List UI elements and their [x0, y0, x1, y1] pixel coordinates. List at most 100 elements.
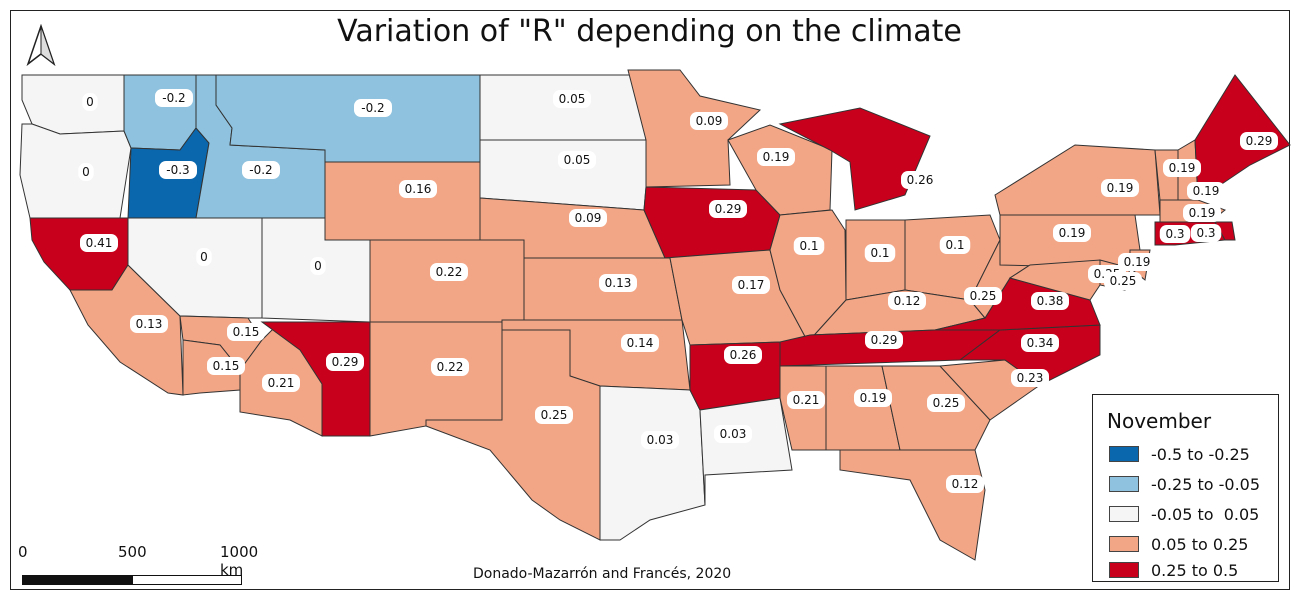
value-label-halo	[326, 353, 364, 371]
value-label-halo	[621, 334, 659, 352]
state-region-tx-w	[425, 329, 601, 541]
value-label-halo	[1240, 132, 1278, 150]
value-label-halo	[1159, 225, 1191, 243]
value-label-halo	[262, 374, 300, 392]
value-label-az-w: 0.15	[233, 325, 260, 339]
value-label-halo	[939, 236, 971, 254]
value-label-halo	[535, 406, 573, 424]
value-label-ks: 0.13	[605, 276, 632, 290]
value-label-ct: 0.3	[1165, 227, 1184, 241]
scale-segment-white	[132, 575, 242, 585]
value-labels-layer: 0 0 0.41 0.13 -0.2 -0.3 -0.2 -0.2 0 0 0.15 0.15 0.21…	[78, 89, 1278, 493]
value-label-halo	[757, 148, 795, 166]
value-label-me: 0.29	[1246, 134, 1273, 148]
value-label-az-e: 0.29	[332, 355, 359, 369]
value-label-halo	[1118, 253, 1156, 271]
value-label-halo	[207, 357, 245, 375]
value-label-nm: 0.22	[437, 360, 464, 374]
value-label-wi: 0.19	[763, 150, 790, 164]
scale-tick-1000: 1000 km	[220, 543, 259, 579]
value-label-nc: 0.34	[1027, 336, 1054, 350]
value-label-oh: 0.1	[945, 238, 964, 252]
value-label-al: 0.19	[860, 391, 887, 405]
value-label-halo	[901, 171, 939, 189]
legend-label: 0.05 to 0.25	[1151, 534, 1249, 554]
legend-swatch	[1109, 562, 1139, 578]
value-label-ar: 0.26	[730, 348, 757, 362]
value-label-or: 0	[82, 165, 90, 179]
state-region-ia	[643, 186, 781, 259]
value-label-vt: 0.19	[1169, 161, 1196, 175]
state-region-or	[19, 123, 132, 219]
value-label-id-w: -0.3	[166, 163, 189, 177]
scale-tick-500: 500	[118, 543, 147, 561]
value-label-halo	[1053, 224, 1091, 242]
value-label-ut: 0	[314, 259, 322, 273]
value-label-wy: 0.16	[405, 182, 432, 196]
value-label-nv: 0	[200, 250, 208, 264]
value-label-sd: 0.05	[564, 153, 591, 167]
credit-text: Donado-Mazarrón and Francés, 2020	[473, 566, 732, 582]
value-label-ga: 0.25	[933, 396, 960, 410]
state-region-tx-e	[599, 385, 706, 541]
value-label-halo	[1021, 334, 1059, 352]
value-label-halo	[1163, 159, 1201, 177]
value-label-id-n: -0.2	[162, 91, 185, 105]
value-label-halo	[553, 90, 591, 108]
value-label-halo	[927, 394, 965, 412]
legend-label: -0.5 to -0.25	[1151, 444, 1250, 464]
value-label-halo	[946, 475, 984, 493]
north-arrow-icon	[26, 24, 56, 67]
value-label-tn: 0.29	[871, 333, 898, 347]
value-label-halo	[82, 93, 98, 111]
value-label-halo	[599, 274, 637, 292]
value-label-halo	[569, 209, 607, 227]
value-label-az-n: 0.15	[213, 359, 240, 373]
state-region-ri	[1214, 221, 1236, 241]
map-frame	[10, 10, 1290, 590]
value-label-tx-w: 0.25	[541, 408, 568, 422]
value-label-halo	[641, 431, 679, 449]
value-label-halo	[690, 112, 728, 130]
value-label-nh: 0.19	[1193, 184, 1220, 198]
value-label-tx-e: 0.03	[647, 433, 674, 447]
value-label-ok: 0.14	[627, 336, 654, 350]
legend-item: 0.05 to 0.25	[1109, 533, 1248, 555]
value-label-halo	[964, 287, 1002, 305]
value-label-md: 0.25	[1110, 274, 1137, 288]
value-label-halo	[787, 391, 825, 409]
state-region-mi	[778, 107, 931, 211]
state-region-md	[1008, 259, 1101, 301]
value-label-wv: 0.25	[970, 289, 997, 303]
legend-label: 0.25 to 0.5	[1151, 560, 1239, 580]
value-label-la: 0.03	[720, 427, 747, 441]
value-label-az: 0.21	[268, 376, 295, 390]
value-label-halo	[1187, 182, 1225, 200]
value-label-halo	[888, 292, 926, 310]
value-label-fl: 0.12	[952, 477, 979, 491]
value-label-ky: 0.12	[894, 294, 921, 308]
value-label-halo	[155, 89, 193, 107]
value-label-ms: 0.21	[793, 393, 820, 407]
value-label-halo	[354, 99, 392, 117]
value-label-halo	[430, 263, 468, 281]
value-label-co: 0.22	[436, 265, 463, 279]
value-label-mt: -0.2	[361, 101, 384, 115]
value-label-nd: 0.05	[559, 92, 586, 106]
legend-swatch	[1109, 446, 1139, 462]
legend-swatch	[1109, 506, 1139, 522]
legend-item: 0.25 to 0.5	[1109, 559, 1238, 581]
value-label-ia: 0.29	[715, 202, 742, 216]
legend: November -0.5 to -0.25 -0.25 to -0.05 -0…	[1092, 394, 1279, 582]
value-label-halo	[310, 257, 326, 275]
value-label-sc: 0.23	[1017, 371, 1044, 385]
value-label-ri: 0.3	[1196, 226, 1215, 240]
value-label-halo	[709, 200, 747, 218]
value-label-mo: 0.17	[738, 278, 765, 292]
state-region-fl	[839, 449, 986, 561]
state-region-wa	[21, 74, 125, 135]
value-label-halo	[130, 315, 168, 333]
scale-tick-0: 0	[18, 543, 28, 561]
value-label-halo	[1011, 369, 1049, 387]
